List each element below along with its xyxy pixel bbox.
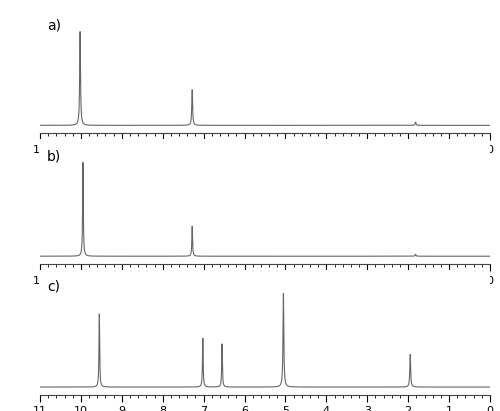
- X-axis label: Chemical shift / ppm: Chemical shift / ppm: [193, 288, 337, 302]
- X-axis label: Chemical shift / ppm: Chemical shift / ppm: [193, 157, 337, 171]
- Text: c): c): [47, 280, 60, 294]
- Text: a): a): [47, 18, 61, 32]
- Text: b): b): [47, 149, 61, 163]
